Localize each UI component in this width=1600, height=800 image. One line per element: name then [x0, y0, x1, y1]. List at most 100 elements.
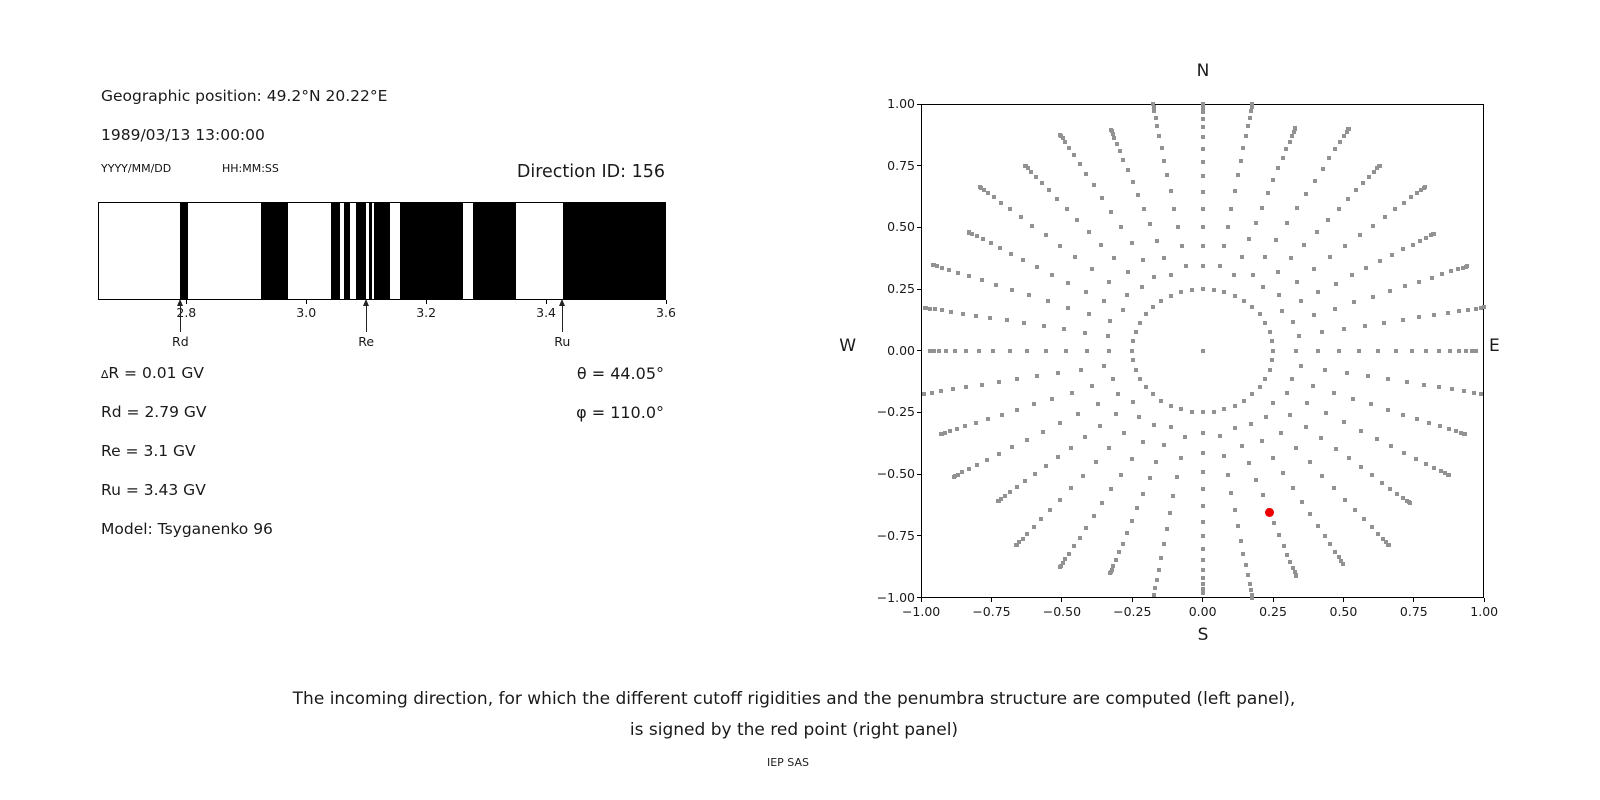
direction-grid-dot	[1343, 497, 1348, 502]
direction-grid-dot	[996, 451, 1001, 456]
direction-grid-dot	[1178, 290, 1183, 295]
direction-grid-dot	[1027, 293, 1032, 298]
direction-grid-dot	[1479, 391, 1484, 396]
direction-grid-dot	[1115, 391, 1120, 396]
penumbra-black-band	[344, 203, 350, 299]
direction-grid-dot	[1336, 206, 1341, 211]
direction-grid-dot	[1332, 486, 1337, 491]
x-axis-tick-label: 0.50	[1329, 604, 1358, 619]
direction-grid-dot	[1151, 104, 1156, 109]
direction-grid-dot	[1167, 511, 1172, 516]
direction-grid-dot	[1056, 371, 1061, 376]
direction-grid-dot	[1279, 308, 1284, 313]
direction-grid-dot	[1243, 563, 1248, 568]
direction-grid-dot	[1211, 409, 1216, 414]
direction-grid-dot	[1008, 490, 1013, 495]
direction-grid-dot	[1272, 521, 1277, 526]
direction-grid-dot	[1248, 109, 1253, 114]
direction-grid-dot	[947, 267, 952, 272]
direction-grid-dot	[1471, 390, 1476, 395]
direction-grid-dot	[1183, 263, 1188, 268]
direction-grid-dot	[964, 348, 969, 353]
direction-grid-dot	[1200, 410, 1205, 415]
cutoff-marker-arrow-head	[558, 299, 565, 306]
direction-grid-dot	[1023, 163, 1028, 168]
direction-grid-dot	[1443, 471, 1448, 476]
direction-grid-dot	[1279, 431, 1284, 436]
direction-grid-dot	[1263, 376, 1268, 381]
direction-grid-dot	[1438, 424, 1443, 429]
direction-grid-dot	[1370, 223, 1375, 228]
direction-grid-dot	[1089, 384, 1094, 389]
direction-grid-dot	[1159, 398, 1164, 403]
direction-grid-dot	[1311, 384, 1316, 389]
direction-grid-dot	[1217, 263, 1222, 268]
direction-grid-dot	[1344, 129, 1349, 134]
direction-grid-dot	[1108, 571, 1113, 576]
direction-grid-dot	[1058, 564, 1063, 569]
direction-grid-dot	[1143, 312, 1148, 317]
direction-grid-dot	[1183, 435, 1188, 440]
direction-grid-dot	[1200, 567, 1205, 572]
direction-grid-dot	[1276, 292, 1281, 297]
direction-grid-dot	[991, 348, 996, 353]
credit-label: IEP SAS	[766, 756, 810, 769]
direction-grid-dot	[1250, 392, 1255, 397]
direction-grid-dot	[1266, 191, 1271, 196]
direction-grid-dot	[1289, 256, 1294, 261]
direction-grid-dot	[1284, 391, 1289, 396]
direction-grid-dot	[1047, 188, 1052, 193]
direction-grid-dot	[1200, 469, 1205, 474]
compass-north-label: N	[1196, 61, 1210, 81]
direction-grid-dot	[1058, 132, 1063, 137]
direction-grid-dot	[1154, 460, 1159, 465]
direction-grid-dot	[1101, 298, 1106, 303]
direction-grid-dot	[1143, 385, 1148, 389]
direction-grid-dot	[1417, 279, 1422, 284]
direction-grid-dot	[1424, 348, 1429, 353]
direction-grid-dot	[1078, 367, 1083, 372]
y-axis-tick-label: −0.25	[876, 404, 915, 420]
direction-grid-dot	[1080, 473, 1085, 478]
direction-grid-dot	[1316, 348, 1321, 353]
direction-grid-dot	[1060, 561, 1065, 566]
compass-south-label: S	[1197, 625, 1209, 645]
direction-grid-dot	[1161, 442, 1166, 447]
direction-grid-dot	[1353, 508, 1358, 513]
direction-grid-dot	[1238, 538, 1243, 543]
direction-grid-dot	[1270, 358, 1275, 363]
direction-grid-dot	[1347, 456, 1352, 461]
direction-grid-dot	[1297, 333, 1302, 338]
direction-grid-dot	[1235, 524, 1240, 528]
cutoff-marker-label: Rd	[172, 334, 189, 349]
y-axis-tick-label: −0.75	[876, 527, 915, 543]
datetime-label: 1989/03/13 13:00:00	[101, 126, 265, 144]
direction-grid-dot	[1217, 433, 1222, 438]
direction-grid-dot	[1189, 287, 1194, 292]
direction-grid-dot	[1449, 269, 1454, 274]
cutoff-marker-arrow-shaft	[561, 305, 563, 332]
direction-grid-dot	[985, 457, 990, 462]
direction-grid-dot	[1107, 348, 1112, 353]
direction-grid-dot	[1287, 139, 1292, 144]
direction-grid-dot	[1336, 555, 1341, 560]
direction-grid-dot	[1109, 567, 1114, 572]
param-theta: θ = 44.05°	[576, 364, 664, 383]
direction-grid-dot	[1021, 258, 1026, 263]
direction-grid-dot	[1179, 455, 1184, 460]
direction-grid-dot	[1113, 557, 1118, 562]
direction-grid-dot	[1069, 390, 1074, 395]
direction-grid-dot	[1189, 409, 1194, 414]
x-axis-tick	[1061, 598, 1063, 602]
x-axis-tick	[1131, 598, 1133, 602]
direction-grid-dot	[1271, 400, 1276, 405]
direction-grid-dot	[1253, 221, 1258, 226]
direction-grid-dot	[1169, 273, 1174, 278]
direction-grid-dot	[934, 263, 939, 268]
direction-grid-dot	[1401, 200, 1406, 205]
direction-grid-dot	[1200, 116, 1205, 121]
direction-grid-dot	[1131, 339, 1136, 344]
param-re: Re = 3.1 GV	[101, 442, 196, 460]
direction-grid-dot	[1257, 312, 1262, 317]
direction-grid-dot	[1247, 461, 1252, 466]
